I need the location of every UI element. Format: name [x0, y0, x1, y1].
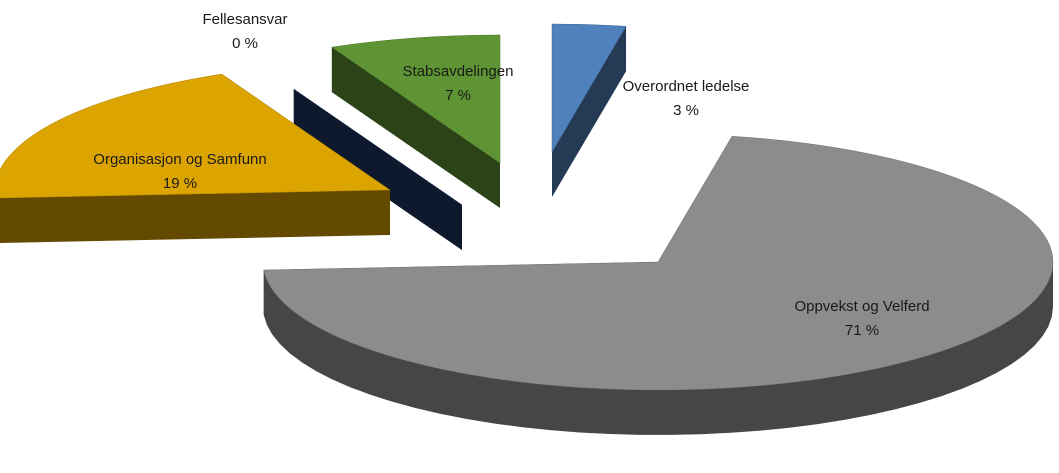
slice: [263, 136, 1054, 391]
slice-side: [263, 262, 1054, 435]
slice-side: [293, 89, 462, 251]
slice-label: Oppvekst og Velferd: [794, 298, 929, 315]
slice-value-label: 71 %: [845, 322, 879, 339]
slice: [0, 73, 391, 199]
slice-value-label: 19 %: [163, 175, 197, 192]
slice-side: [552, 26, 627, 198]
slice-value-label: 7 %: [445, 87, 471, 104]
slice-label: Overordnet ledelse: [623, 78, 750, 95]
slice-side: [331, 47, 500, 209]
slice-label: Stabsavdelingen: [403, 63, 514, 80]
slice-value-label: 0 %: [232, 35, 258, 52]
slice: [551, 23, 627, 153]
slice-side: [0, 190, 390, 243]
slice: [331, 34, 501, 164]
slice-label: Fellesansvar: [202, 11, 287, 28]
slice-label: Organisasjon og Samfunn: [93, 151, 266, 168]
slice-value-label: 3 %: [673, 102, 699, 119]
